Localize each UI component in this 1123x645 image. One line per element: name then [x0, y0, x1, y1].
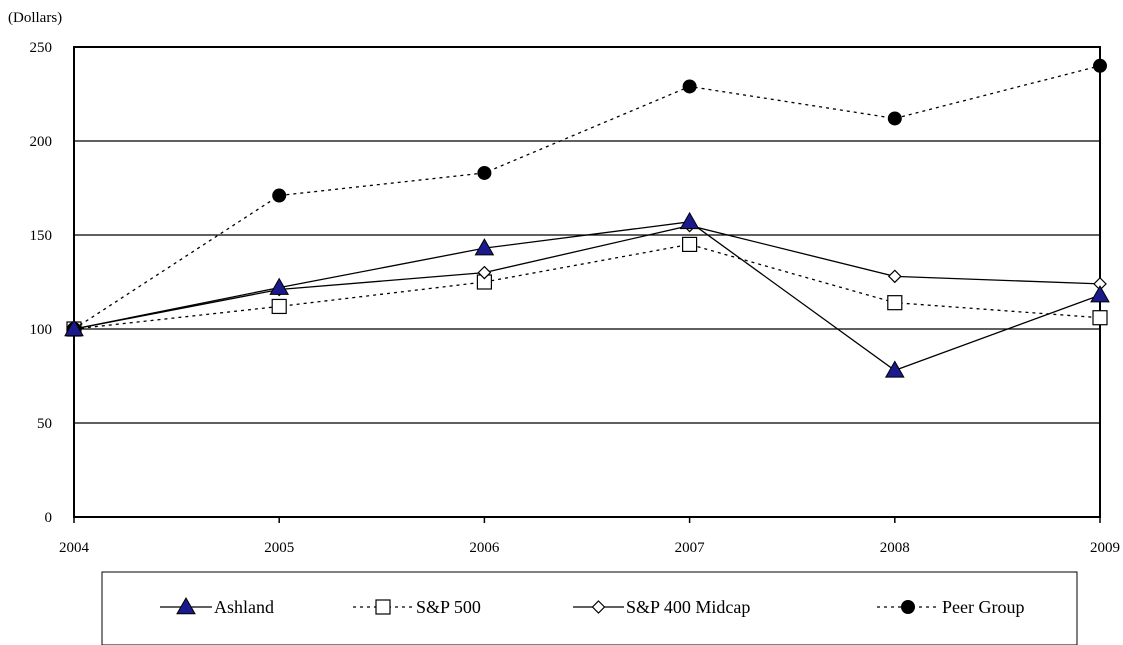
data-point: [679, 211, 700, 230]
x-tick-label: 2007: [675, 540, 706, 556]
y-axis: 0 50 100 150 200 250: [30, 40, 53, 526]
series-group: [64, 58, 1110, 378]
y-tick-label: 0: [45, 510, 53, 526]
y-tick-label: 50: [37, 416, 52, 432]
data-point: [176, 596, 196, 615]
data-point: [682, 79, 697, 94]
data-point: [591, 600, 606, 614]
series-line: [73, 65, 1101, 330]
data-point: [1093, 58, 1107, 73]
x-tick-label: 2004: [59, 540, 90, 556]
series-line: [73, 221, 1101, 372]
plot-area: [73, 46, 1101, 518]
legend-label: Peer Group: [942, 597, 1024, 617]
legend-entry: Ashland: [160, 596, 274, 617]
data-point: [477, 165, 492, 180]
series-line: [73, 243, 1101, 330]
legend-label: S&P 500: [416, 597, 481, 617]
data-point: [887, 111, 902, 126]
data-point: [269, 277, 290, 295]
x-tick-label: 2005: [264, 540, 294, 556]
series-3: [67, 58, 1107, 336]
data-point: [271, 298, 287, 315]
legend-entry: S&P 500: [353, 597, 481, 617]
data-point: [901, 600, 915, 614]
series-0: [64, 211, 1110, 378]
data-point: [887, 269, 902, 284]
legend-entry: Peer Group: [877, 597, 1024, 617]
gridlines: [74, 140, 1100, 424]
data-point: [1090, 285, 1110, 303]
x-tick-label: 2006: [469, 540, 500, 556]
y-tick-label: 100: [30, 322, 53, 338]
data-point: [272, 188, 287, 203]
data-point: [681, 236, 698, 252]
data-point: [474, 238, 495, 256]
data-point: [1092, 310, 1108, 326]
series-2: [67, 218, 1107, 336]
y-unit-label: (Dollars): [8, 10, 62, 26]
series-1: [66, 236, 1108, 337]
series-line: [73, 224, 1101, 330]
data-point: [64, 318, 84, 337]
legend-entry: S&P 400 Midcap: [573, 597, 750, 617]
legend: Ashland S&P 500 S&P 400 Midcap Peer Group: [101, 571, 1078, 645]
y-tick-label: 200: [30, 134, 53, 150]
y-tick-label: 150: [30, 228, 53, 244]
x-tick-label: 2009: [1090, 540, 1120, 556]
data-point: [887, 295, 903, 311]
legend-label: S&P 400 Midcap: [626, 597, 750, 617]
x-tick-label: 2008: [880, 540, 910, 556]
x-axis: 2004 2005 2006 2007 2008 2009: [59, 517, 1120, 556]
data-point: [884, 360, 905, 378]
y-tick-label: 250: [30, 40, 53, 56]
data-point: [375, 599, 391, 615]
data-point: [477, 265, 492, 280]
legend-label: Ashland: [214, 597, 274, 617]
